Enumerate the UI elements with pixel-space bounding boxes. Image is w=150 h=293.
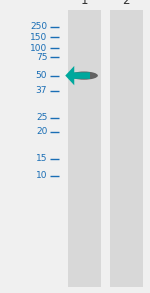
- Text: 2: 2: [122, 0, 130, 7]
- Text: 100: 100: [30, 44, 47, 52]
- Text: 75: 75: [36, 53, 47, 62]
- Text: 15: 15: [36, 154, 47, 163]
- Text: 1: 1: [80, 0, 88, 7]
- Text: 25: 25: [36, 113, 47, 122]
- Text: 20: 20: [36, 127, 47, 136]
- Text: 10: 10: [36, 171, 47, 180]
- Text: 250: 250: [30, 23, 47, 31]
- Text: 37: 37: [36, 86, 47, 95]
- Bar: [68, 10, 100, 287]
- FancyArrow shape: [65, 66, 90, 85]
- Text: 150: 150: [30, 33, 47, 42]
- Bar: [110, 10, 142, 287]
- Text: 50: 50: [36, 71, 47, 80]
- Ellipse shape: [70, 71, 98, 80]
